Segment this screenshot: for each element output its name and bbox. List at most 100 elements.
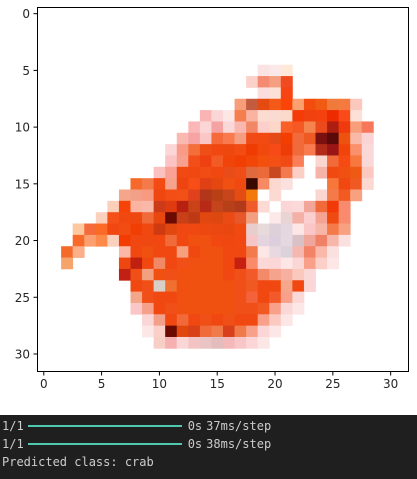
image-pixel [223,155,235,168]
image-pixel [234,132,247,145]
image-pixel [234,200,247,213]
image-pixel [223,121,235,134]
image-pixel [338,98,351,111]
image-pixel [107,223,120,236]
image-pixel [246,76,259,88]
image-pixel [246,121,259,134]
image-pixel [280,302,293,315]
image-pixel [269,212,282,224]
image-pixel [153,166,166,179]
image-pixel [303,144,316,156]
image-pixel [350,98,363,111]
image-pixel [280,132,293,145]
image-pixel [315,110,328,122]
image-pixel [211,325,224,338]
image-pixel [130,234,143,247]
image-pixel [257,87,270,100]
image-pixel [234,189,247,202]
progress-time: 0s [187,419,203,433]
image-pixel [165,325,178,338]
image-pixel [269,234,282,247]
image-pixel [199,325,212,338]
image-pixel [130,178,143,190]
image-pixel [211,280,224,292]
image-pixel [176,314,189,327]
image-pixel [361,144,374,156]
image-pixel [72,223,85,236]
image-pixel [199,144,212,156]
image-pixel [303,212,316,224]
image-pixel [234,178,247,190]
image-pixel [234,121,247,134]
image-pixel [142,189,155,202]
image-pixel [303,110,316,122]
image-pixel [188,336,201,349]
image-pixel [223,132,235,145]
image-pixel [61,246,74,258]
image-pixel [176,132,189,145]
image-pixel [350,110,363,122]
image-pixel [176,280,189,292]
image-pixel [246,234,259,247]
image-pixel [199,110,212,122]
image-pixel [292,246,305,258]
image-pixel [234,257,247,270]
image-pixel [199,132,212,145]
image-pixel [211,110,224,122]
image-pixel [211,178,224,190]
image-pixel [211,268,224,281]
image-pixel [246,155,259,168]
image-pixel [199,200,212,213]
image-pixel [246,302,259,315]
image-pixel [246,98,259,111]
progress-step: 1/1 [2,419,24,433]
image-pixel [153,325,166,338]
image-pixel [199,246,212,258]
image-pixel [280,87,293,100]
image-pixel [199,336,212,349]
image-pixel [269,64,282,77]
image-pixel [211,132,224,145]
image-pixel [130,212,143,224]
image-pixel [246,144,259,156]
image-pixel [176,325,189,338]
image-pixel [327,223,340,236]
image-pixel [269,110,282,122]
image-pixel [223,223,235,236]
image-pixel [165,246,178,258]
image-pixel [211,121,224,134]
image-pixel [280,291,293,304]
image-pixel [246,132,259,145]
image-pixel [118,200,131,213]
progress-line-1: 1/1 0s 37ms/step [0,417,417,435]
image-pixel [199,314,212,327]
image-pixel [153,223,166,236]
x-axis: 0 5 10 15 20 25 30 [40,371,398,391]
image-pixel [130,302,143,315]
y-tick-label: 30 [15,347,30,361]
image-pixel [246,212,259,224]
image-pixel [257,64,270,77]
image-pixel [292,234,305,247]
image-pixel [223,178,235,190]
image-pixel [223,291,235,304]
y-axis: 0 5 10 15 20 25 30 [15,7,38,361]
image-pixel [223,336,235,349]
image-pixel [176,178,189,190]
image-pixel [257,257,270,270]
image-pixel [142,325,155,338]
image-pixel [350,166,363,179]
image-pixel [280,280,293,292]
image-pixel [280,257,293,270]
image-pixel [223,200,235,213]
image-pixel [257,302,270,315]
image-pixel [234,234,247,247]
image-pixel [257,314,270,327]
image-pixel [327,200,340,213]
image-pixel [176,166,189,179]
image-pixel [269,189,282,202]
image-pixel [153,314,166,327]
image-pixel [246,268,259,281]
image-pixel [246,200,259,213]
image-pixel [269,302,282,315]
